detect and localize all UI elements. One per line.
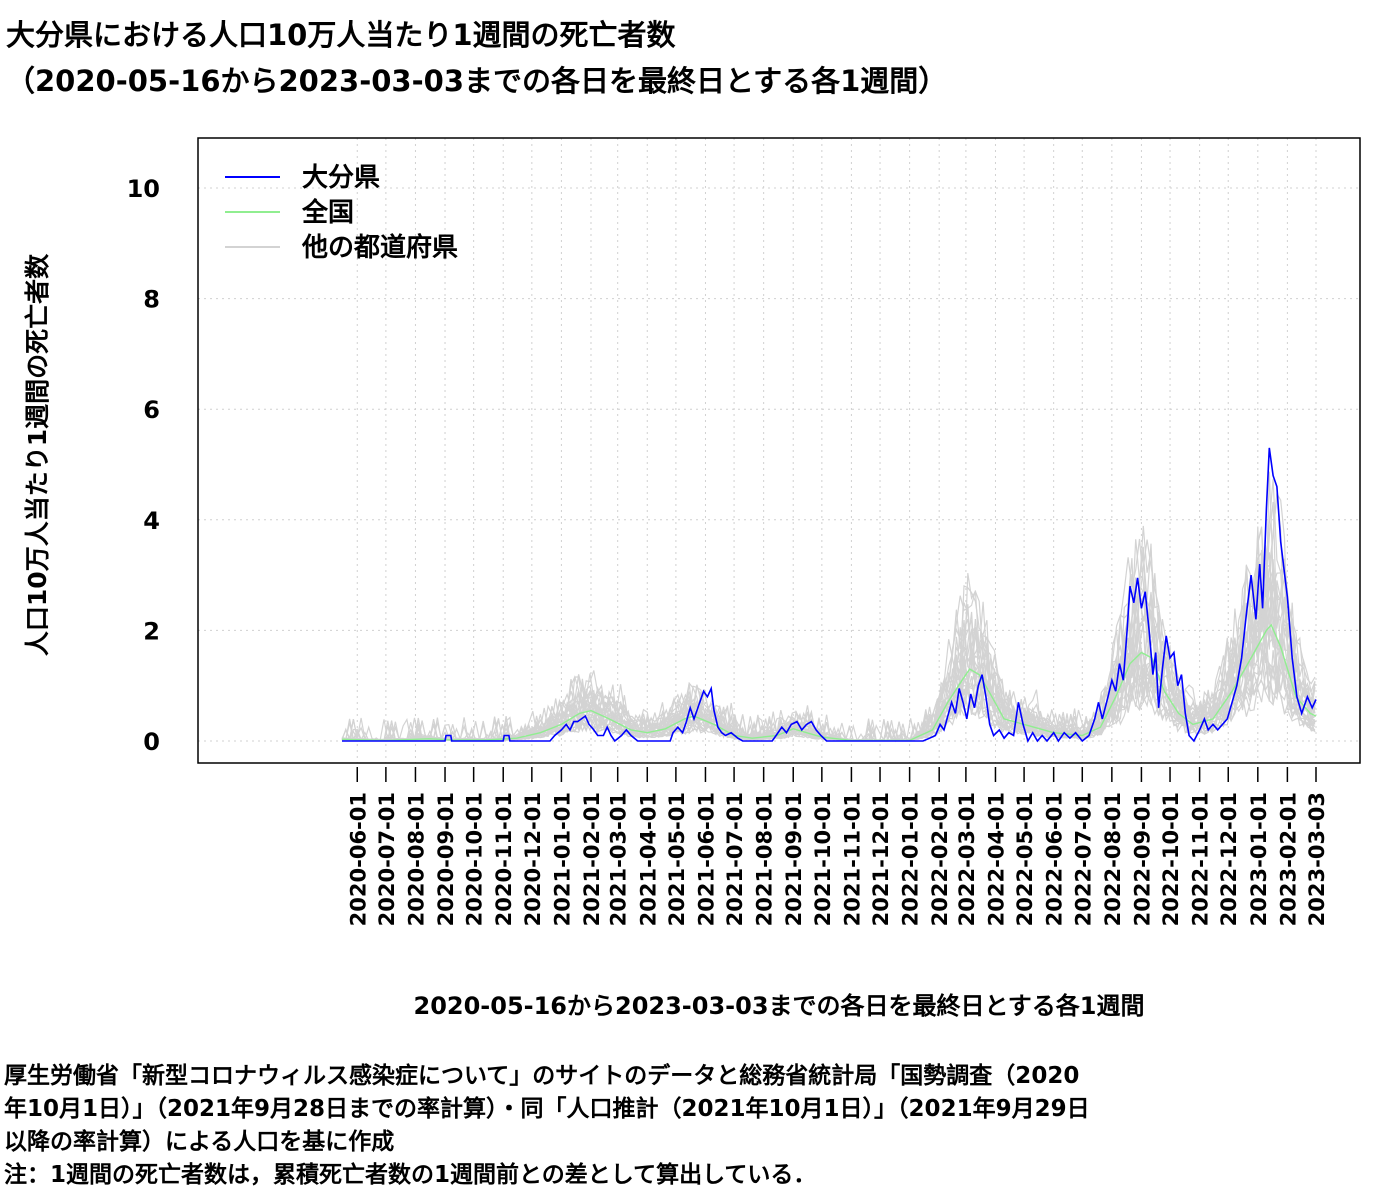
legend-label: 他の都道府県 — [301, 232, 458, 263]
x-tick-label: 2021-10-01 — [811, 792, 835, 926]
series-line-oita — [342, 447, 1317, 744]
other-prefectures-lines — [341, 471, 1316, 743]
x-axis: 2020-06-01 2020-07-01 2020-08-01 2020-09-01… — [346, 767, 1329, 926]
y-tick-label: 4 — [143, 507, 160, 535]
legend-label: 全国 — [301, 197, 354, 228]
x-tick-label: 2022-10-01 — [1159, 792, 1183, 926]
x-axis-label: 2020-05-16から2023-03-03までの各日を最終日とする各1週間 — [413, 992, 1145, 1020]
x-tick-label: 2021-12-01 — [869, 792, 893, 926]
x-tick-label: 2021-11-01 — [840, 792, 864, 926]
x-tick-label: 2021-01-01 — [550, 792, 574, 926]
x-tick-label: 2021-02-01 — [580, 792, 604, 926]
x-tick-label: 2022-05-01 — [1013, 792, 1037, 926]
chart-title: 大分県における人口10万人当たり1週間の死亡者数 — [6, 18, 676, 52]
x-tick-label: 2022-03-01 — [955, 792, 979, 926]
x-tick-label: 2021-08-01 — [753, 792, 777, 926]
y-tick-label: 8 — [143, 286, 160, 314]
x-tick-label: 2023-03-03 — [1305, 792, 1329, 926]
grid-lines — [198, 138, 1360, 763]
x-tick-label: 2021-04-01 — [636, 792, 660, 926]
x-tick-label: 2021-09-01 — [782, 792, 806, 926]
x-tick-label: 2020-08-01 — [404, 792, 428, 926]
x-tick-label: 2021-06-01 — [694, 792, 718, 926]
chart-subtitle: （2020-05-16から2023-03-03までの各日を最終日とする各1週間） — [6, 64, 948, 98]
source-line-1: 厚生労働省「新型コロナウィルス感染症について」のサイトのデータと総務省統計局「国… — [4, 1063, 1080, 1089]
y-tick-label: 10 — [127, 175, 160, 203]
other-prefecture-line — [341, 663, 1316, 742]
x-tick-label: 2022-04-01 — [984, 792, 1008, 926]
x-tick-label: 2021-07-01 — [723, 792, 747, 926]
x-tick-label: 2022-09-01 — [1130, 792, 1154, 926]
y-axis: 0 2 4 6 8 10 — [127, 175, 160, 756]
source-note: 厚生労働省「新型コロナウィルス感染症について」のサイトのデータと総務省統計局「国… — [4, 1060, 1396, 1192]
source-line-3: 以降の率計算）による人口を基に作成 — [4, 1129, 395, 1155]
y-tick-label: 2 — [143, 617, 160, 645]
x-tick-label: 2020-07-01 — [375, 792, 399, 926]
x-tick-label: 2022-08-01 — [1101, 792, 1125, 926]
x-tick-label: 2022-01-01 — [899, 792, 923, 926]
x-tick-label: 2022-02-01 — [928, 792, 952, 926]
x-tick-label: 2020-11-01 — [492, 792, 516, 926]
plot-frame — [197, 137, 1361, 764]
x-tick-label: 2022-07-01 — [1071, 792, 1095, 926]
x-tick-label: 2021-03-01 — [607, 792, 631, 926]
x-tick-label: 2022-06-01 — [1043, 792, 1067, 926]
series-lines — [341, 447, 1317, 744]
y-tick-label: 0 — [143, 728, 160, 756]
x-tick-label: 2020-10-01 — [463, 792, 487, 926]
x-tick-label: 2022-11-01 — [1189, 792, 1213, 926]
x-tick-label: 2023-02-01 — [1276, 792, 1300, 926]
x-tick-label: 2020-12-01 — [521, 792, 545, 926]
source-note-line: 注：1週間の死亡者数は，累積死亡者数の1週間前との差として算出している． — [4, 1162, 817, 1188]
other-prefecture-line — [341, 641, 1316, 742]
y-tick-label: 6 — [143, 396, 160, 424]
legend-label: 大分県 — [302, 163, 380, 193]
source-line-2: 年10月1日）」（2021年9月28日までの率計算）・同「人口推計（2021年1… — [4, 1096, 1090, 1122]
x-tick-label: 2023-01-01 — [1247, 792, 1271, 926]
x-tick-label: 2020-09-01 — [434, 792, 458, 926]
y-axis-label: 人口10万人当たり1週間の死亡者数 — [23, 253, 52, 657]
x-tick-label: 2022-12-01 — [1217, 792, 1241, 926]
x-tick-label: 2020-06-01 — [346, 792, 370, 926]
x-tick-label: 2021-05-01 — [665, 792, 689, 926]
